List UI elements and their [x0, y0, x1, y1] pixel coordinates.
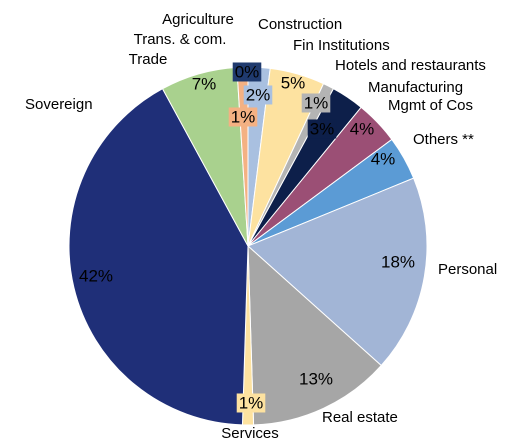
value-label: 2%	[246, 85, 271, 104]
value-label-group: 2%	[243, 85, 273, 105]
value-label: 1%	[304, 93, 329, 112]
value-label-group: 0%	[232, 62, 262, 82]
category-label: Services	[221, 425, 279, 442]
value-label: 7%	[192, 74, 217, 93]
value-label-box	[228, 107, 258, 127]
value-label-group: 42%	[79, 266, 113, 285]
value-label-group: 1%	[236, 393, 266, 413]
category-label: Personal	[438, 261, 497, 278]
value-label-group: 5%	[281, 73, 306, 92]
category-label: Hotels and restaurants	[335, 57, 486, 74]
category-label: Real estate	[322, 409, 398, 426]
value-label: 13%	[299, 369, 333, 388]
value-label-box	[307, 119, 337, 139]
category-label: Fin Institutions	[293, 37, 390, 54]
value-label-group: 1%	[301, 93, 331, 113]
value-label: 42%	[79, 266, 113, 285]
value-label-group: 18%	[381, 252, 415, 271]
value-label-box	[236, 393, 266, 413]
value-label: 4%	[350, 119, 375, 138]
value-label: 1%	[231, 107, 256, 126]
value-label-group: 1%	[228, 107, 258, 127]
value-label: 5%	[281, 73, 306, 92]
category-label: Trade	[129, 51, 168, 68]
value-label: 4%	[371, 149, 396, 168]
value-label-group: 13%	[299, 369, 333, 388]
value-label-box	[243, 85, 273, 105]
value-label-group: 7%	[192, 74, 217, 93]
value-label: 18%	[381, 252, 415, 271]
value-label-group: 4%	[350, 119, 375, 138]
value-label-box	[301, 93, 331, 113]
category-label: Manufacturing	[368, 79, 463, 96]
category-label: Construction	[258, 16, 342, 33]
value-label-group: 3%	[307, 119, 337, 139]
value-label-box	[232, 62, 262, 82]
category-label: Mgmt of Cos	[388, 97, 473, 114]
category-label: Sovereign	[25, 96, 93, 113]
category-label: Others **	[413, 131, 474, 148]
category-label: Agriculture	[162, 11, 234, 28]
value-label: 3%	[310, 119, 335, 138]
pie-slice	[247, 177, 428, 367]
category-label: Trans. & com.	[134, 31, 227, 48]
pie-slice	[247, 244, 382, 426]
value-label: 0%	[235, 62, 260, 81]
value-label: 1%	[239, 393, 264, 412]
pie-slice	[68, 88, 249, 426]
value-label-group: 4%	[371, 149, 396, 168]
